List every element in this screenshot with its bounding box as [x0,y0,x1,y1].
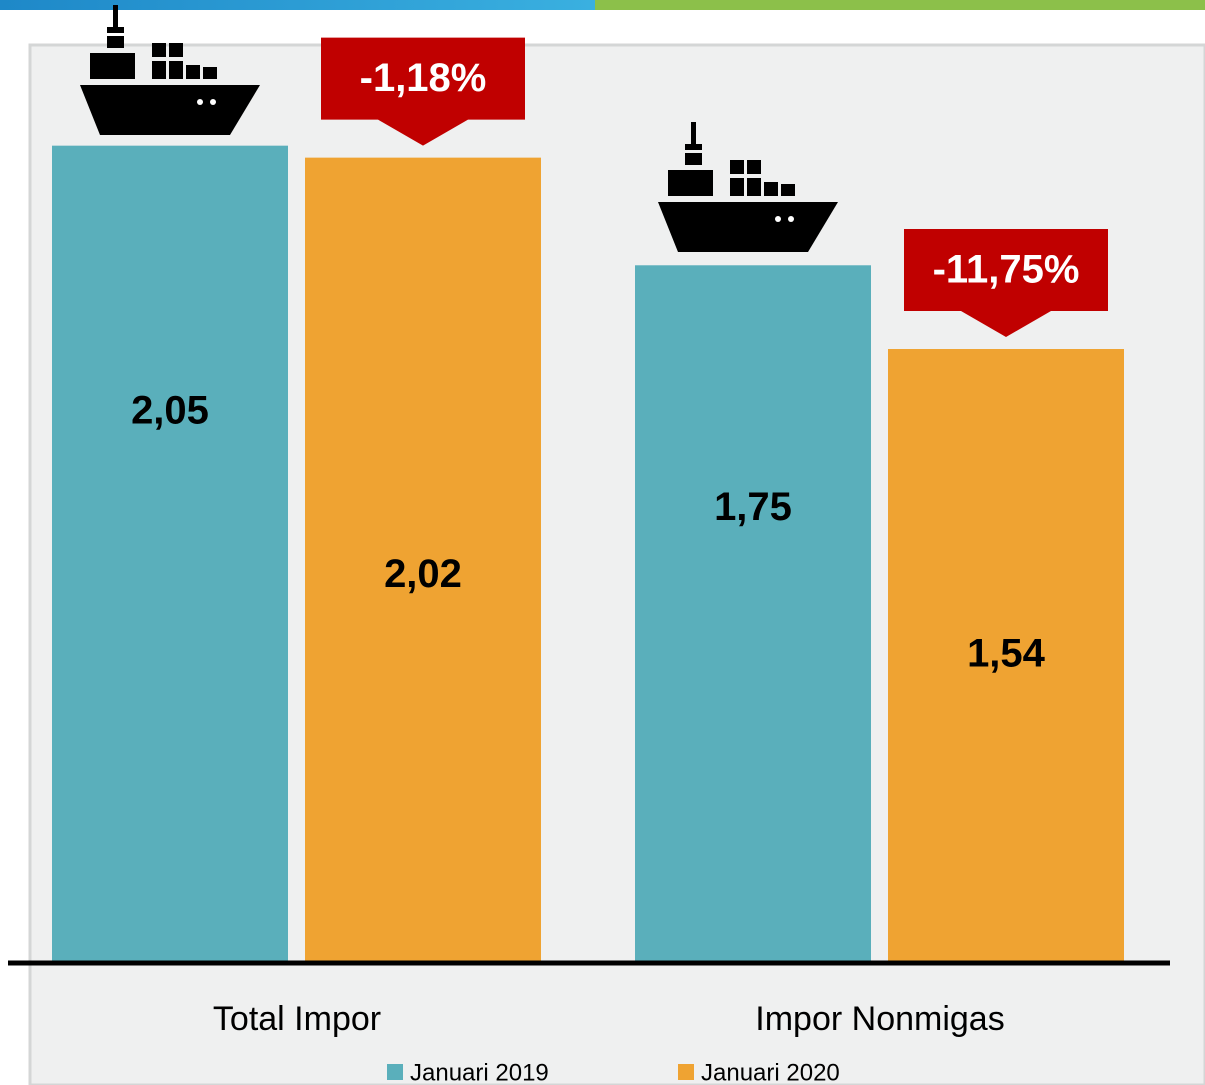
data-label: 1,75 [714,485,792,529]
change-label: -11,75% [933,248,1080,292]
bar [635,265,871,964]
data-label: 2,02 [384,552,462,596]
data-label: 1,54 [967,632,1046,676]
top-strip [595,0,1205,10]
change-label: -1,18% [360,56,487,100]
legend-swatch [678,1064,694,1080]
change-banner [904,229,1108,338]
x-tick-label: Impor Nonmigas [755,1000,1004,1038]
legend-label: Januari 2019 [410,1059,549,1085]
bar [305,157,541,964]
legend-label: Januari 2020 [701,1059,840,1085]
change-banner [321,37,525,146]
bar [888,349,1124,964]
data-label: 2,05 [131,389,209,433]
legend-swatch [387,1064,403,1080]
x-tick-label: Total Impor [213,1000,381,1038]
bar [52,145,288,963]
top-strip [0,0,595,10]
